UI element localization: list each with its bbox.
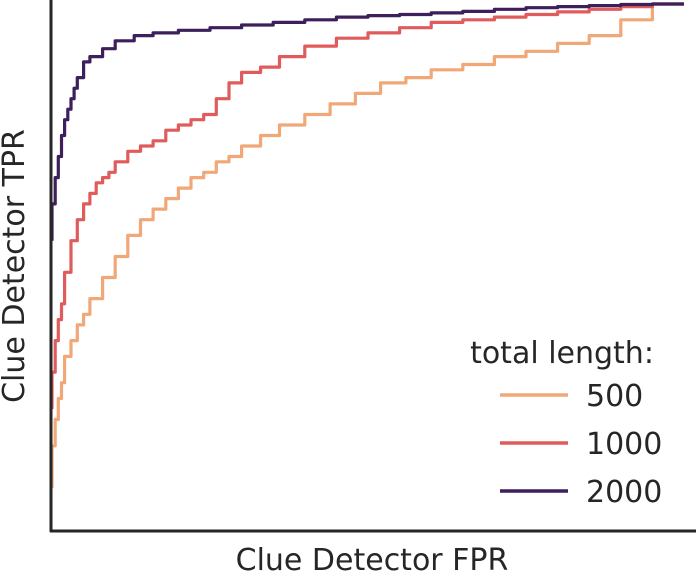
- plot-lines: [50, 2, 684, 488]
- series-line-2000: [50, 2, 684, 241]
- x-axis-label: Clue Detector FPR: [236, 543, 509, 576]
- series-line-1000: [50, 2, 684, 409]
- legend-items: 500 1000 2000: [500, 379, 662, 510]
- legend-label-1000: 1000: [586, 427, 662, 462]
- series-line-500: [50, 2, 684, 488]
- legend-label-500: 500: [586, 379, 643, 414]
- legend: total length: 500 1000 2000: [470, 336, 662, 510]
- legend-title: total length:: [470, 336, 654, 371]
- legend-label-2000: 2000: [586, 475, 662, 510]
- y-axis-label: Clue Detector TPR: [0, 129, 32, 403]
